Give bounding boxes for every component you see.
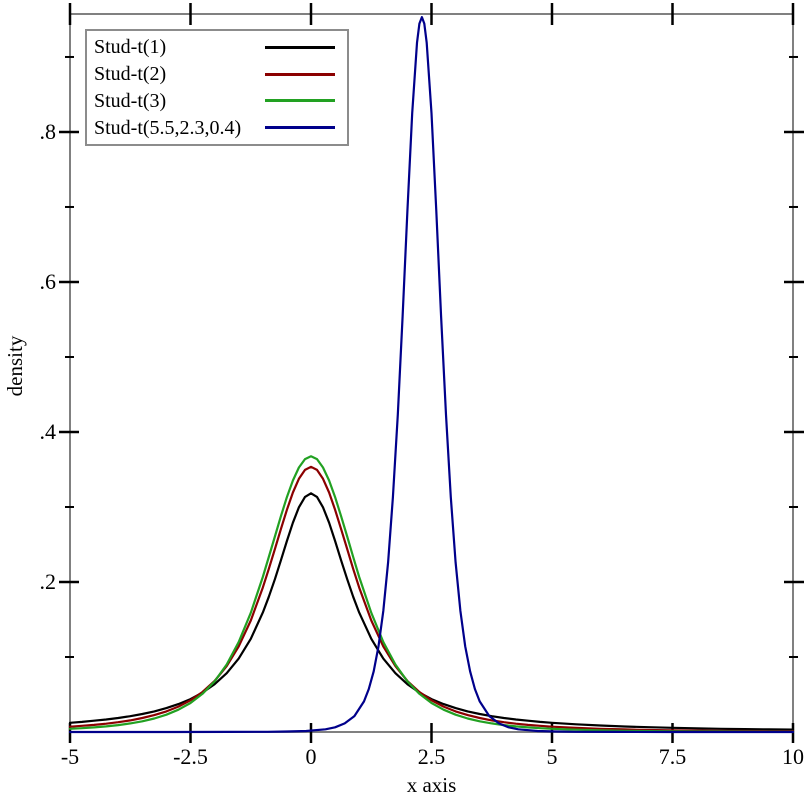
- y-tick-label: .8: [40, 119, 57, 144]
- legend-label: Stud-t(1): [94, 36, 167, 59]
- legend-item: Stud-t(3): [94, 91, 335, 111]
- x-tick-label: -2.5: [173, 744, 208, 769]
- x-tick-label: 0: [306, 744, 317, 769]
- legend-label: Stud-t(3): [94, 89, 167, 112]
- curve-stud-t-5.5-2.3-0.4: [68, 16, 795, 734]
- legend-item: Stud-t(5.5,2.3,0.4): [94, 118, 335, 138]
- y-tick-label: .4: [40, 419, 57, 444]
- legend-line-sample: [265, 99, 335, 103]
- legend-label: Stud-t(2): [94, 63, 167, 86]
- curve-stud-t-3: [68, 455, 795, 733]
- y-tick-label: .2: [40, 569, 57, 594]
- legend-label: Stud-t(5.5,2.3,0.4): [94, 116, 242, 139]
- legend-line-sample: [265, 72, 335, 76]
- legend-line-sample: [265, 45, 335, 49]
- y-tick-label: .6: [40, 269, 57, 294]
- legend: Stud-t(1) Stud-t(2) Stud-t(3) Stud-t(5.5…: [85, 29, 349, 146]
- legend-line-sample: [265, 126, 335, 130]
- x-tick-label: -5: [61, 744, 79, 769]
- x-axis-title: x axis: [407, 773, 457, 797]
- curve-stud-t-1: [68, 492, 795, 731]
- x-tick-label: 2.5: [418, 744, 446, 769]
- legend-item: Stud-t(1): [94, 37, 335, 57]
- curve-stud-t-2: [68, 465, 795, 733]
- y-axis-title: density: [3, 335, 27, 396]
- x-tick-label: 10: [782, 744, 804, 769]
- x-tick-label: 5: [547, 744, 558, 769]
- legend-item: Stud-t(2): [94, 64, 335, 84]
- x-tick-label: 7.5: [659, 744, 687, 769]
